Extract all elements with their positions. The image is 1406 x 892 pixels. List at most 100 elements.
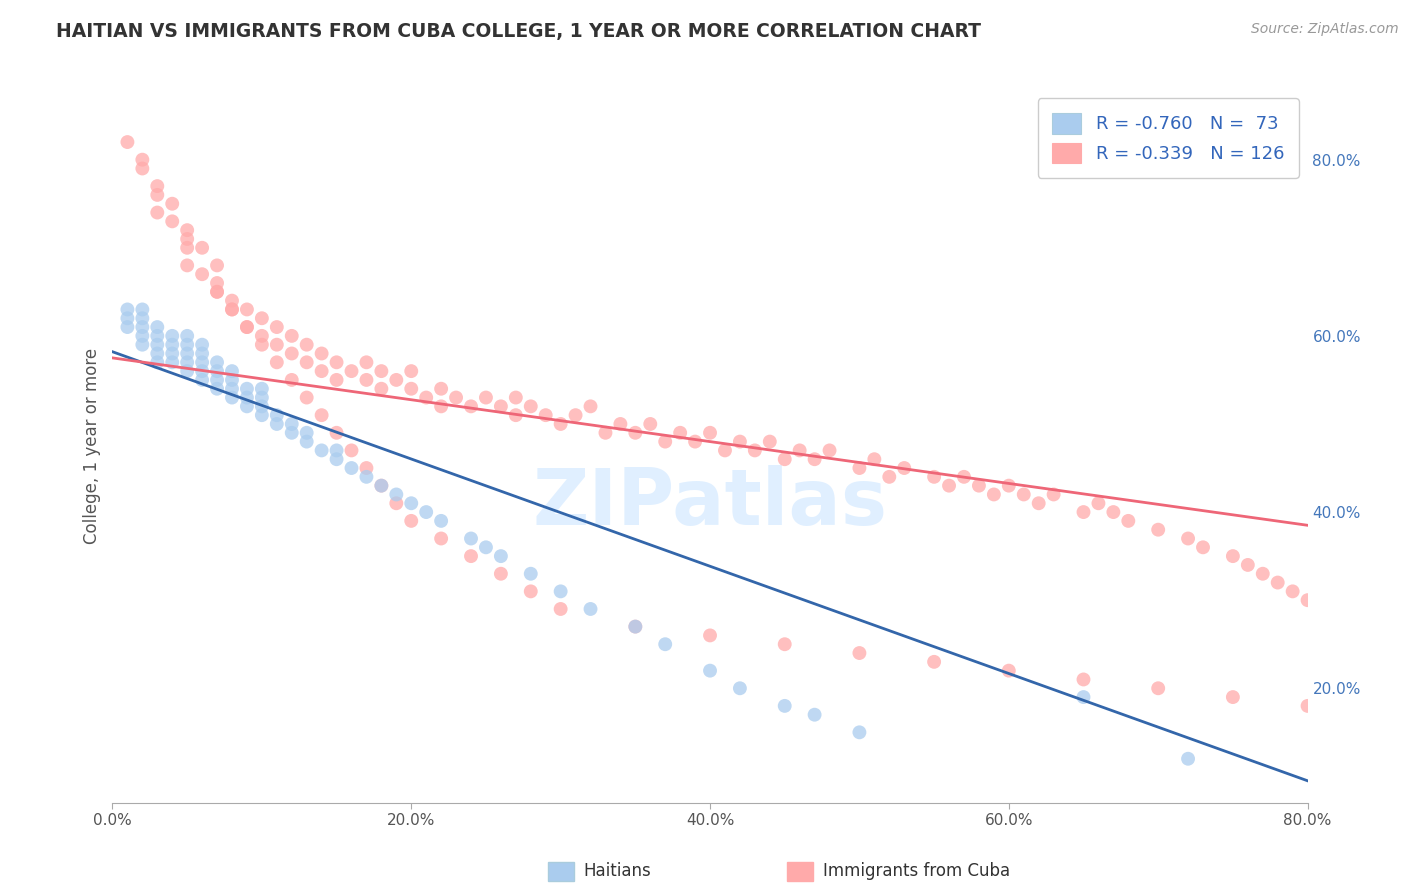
Point <box>564 408 586 422</box>
Point <box>325 425 347 440</box>
Point <box>1251 566 1274 581</box>
Point <box>162 346 183 360</box>
Point <box>773 698 796 713</box>
Point <box>146 355 169 369</box>
Point <box>146 179 169 194</box>
Point <box>654 434 676 449</box>
Point <box>683 434 706 449</box>
Point <box>131 153 153 167</box>
Point <box>489 549 512 563</box>
Point <box>356 461 378 475</box>
Point <box>415 391 437 405</box>
Point <box>818 443 841 458</box>
Point <box>1012 487 1035 501</box>
Point <box>595 425 617 440</box>
Point <box>1073 690 1095 704</box>
Point <box>1087 496 1109 510</box>
Point <box>221 373 243 387</box>
Point <box>146 320 169 334</box>
Point <box>250 329 273 343</box>
Point <box>803 707 825 722</box>
Point <box>385 487 408 501</box>
Point <box>1102 505 1125 519</box>
Point <box>699 425 721 440</box>
Point <box>728 681 751 696</box>
Point <box>356 355 378 369</box>
Point <box>176 259 198 273</box>
Point <box>266 355 288 369</box>
Point <box>624 619 647 633</box>
Point <box>191 373 214 387</box>
Point <box>893 461 915 475</box>
Point <box>340 364 363 378</box>
Point <box>131 329 153 343</box>
Point <box>998 664 1021 678</box>
Point <box>624 619 647 633</box>
Point <box>131 320 153 334</box>
Point <box>1118 514 1140 528</box>
Point <box>176 329 198 343</box>
Point <box>162 355 183 369</box>
Point <box>221 302 243 317</box>
Point <box>773 637 796 651</box>
Point <box>311 346 333 360</box>
Point <box>444 391 467 405</box>
Point <box>1073 673 1095 687</box>
Point <box>922 470 945 484</box>
Point <box>967 478 990 492</box>
Point <box>520 400 543 414</box>
Point <box>281 417 304 431</box>
Point <box>1296 698 1319 713</box>
Point <box>236 320 259 334</box>
Point <box>520 584 543 599</box>
Point <box>922 655 945 669</box>
Point <box>236 400 259 414</box>
Point <box>1177 752 1199 766</box>
Legend: R = -0.760   N =  73, R = -0.339   N = 126: R = -0.760 N = 73, R = -0.339 N = 126 <box>1038 98 1299 178</box>
Point <box>236 391 259 405</box>
Point <box>295 434 318 449</box>
Point <box>430 400 453 414</box>
Point <box>744 443 766 458</box>
Point <box>699 628 721 642</box>
Point <box>191 355 214 369</box>
Point <box>505 408 527 422</box>
Text: ZIPatlas: ZIPatlas <box>533 465 887 541</box>
Point <box>1192 541 1215 555</box>
Point <box>489 566 512 581</box>
Point <box>236 302 259 317</box>
Point <box>221 364 243 378</box>
Point <box>1296 593 1319 607</box>
Point <box>191 364 214 378</box>
Point <box>848 725 870 739</box>
Point <box>325 373 347 387</box>
Point <box>877 470 901 484</box>
Point <box>266 320 288 334</box>
Point <box>146 329 169 343</box>
Point <box>205 382 228 396</box>
Point <box>356 373 378 387</box>
Point <box>401 514 423 528</box>
Point <box>250 391 273 405</box>
Point <box>579 602 602 616</box>
Point <box>534 408 557 422</box>
Point <box>176 241 198 255</box>
Point <box>236 382 259 396</box>
Point <box>430 382 453 396</box>
Point <box>146 205 169 219</box>
Point <box>638 417 662 431</box>
Point <box>325 355 347 369</box>
Point <box>1237 558 1260 572</box>
Point <box>489 400 512 414</box>
Point <box>176 337 198 351</box>
Point <box>430 532 453 546</box>
Point <box>325 443 347 458</box>
Point <box>146 337 169 351</box>
Point <box>311 443 333 458</box>
Point <box>415 505 437 519</box>
Point <box>205 276 228 290</box>
Point <box>475 541 498 555</box>
Point <box>609 417 631 431</box>
Text: Haitians: Haitians <box>583 863 651 880</box>
Point <box>475 391 498 405</box>
